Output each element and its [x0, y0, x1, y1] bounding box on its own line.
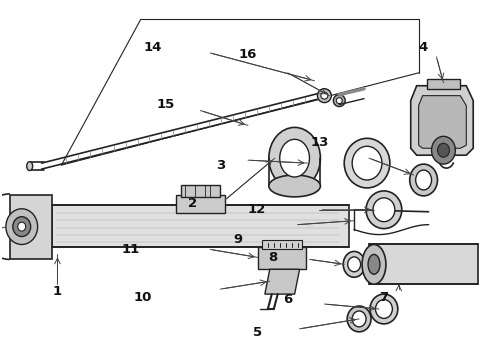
Text: 8: 8 [268, 251, 277, 264]
Bar [258, 247, 306, 269]
Text: 12: 12 [248, 203, 266, 216]
Text: 3: 3 [216, 159, 225, 172]
Ellipse shape [13, 217, 31, 237]
Ellipse shape [416, 170, 432, 190]
Text: 5: 5 [253, 326, 263, 339]
Ellipse shape [336, 98, 342, 104]
Text: 15: 15 [156, 98, 175, 111]
Bar [180, 185, 220, 197]
Ellipse shape [368, 255, 380, 274]
Polygon shape [10, 195, 51, 260]
Polygon shape [418, 96, 466, 148]
Ellipse shape [366, 191, 402, 229]
Text: 4: 4 [418, 41, 427, 54]
Ellipse shape [26, 162, 33, 171]
Polygon shape [411, 86, 473, 155]
Ellipse shape [343, 251, 365, 277]
Text: 11: 11 [122, 243, 140, 256]
Ellipse shape [318, 89, 331, 103]
Ellipse shape [269, 127, 320, 189]
Ellipse shape [432, 136, 455, 164]
Text: 16: 16 [239, 49, 257, 62]
Ellipse shape [373, 198, 395, 222]
Text: 9: 9 [234, 233, 243, 246]
Bar [175, 195, 225, 213]
Ellipse shape [269, 175, 320, 197]
Ellipse shape [347, 306, 371, 332]
Ellipse shape [344, 138, 390, 188]
Ellipse shape [352, 146, 382, 180]
Text: 7: 7 [379, 291, 389, 303]
Bar [51, 205, 349, 247]
Bar [262, 239, 301, 249]
Polygon shape [265, 269, 299, 294]
Ellipse shape [348, 257, 361, 272]
Text: 13: 13 [310, 136, 329, 149]
Text: 14: 14 [144, 41, 162, 54]
Text: 1: 1 [53, 285, 62, 298]
Text: 10: 10 [134, 291, 152, 303]
Ellipse shape [410, 164, 438, 196]
Bar [427, 79, 460, 89]
Ellipse shape [280, 139, 310, 177]
Ellipse shape [6, 209, 38, 244]
Bar [369, 244, 478, 284]
Ellipse shape [438, 143, 449, 157]
Text: 6: 6 [283, 293, 293, 306]
Ellipse shape [321, 92, 328, 99]
Text: 2: 2 [188, 197, 197, 210]
Ellipse shape [362, 244, 386, 284]
Ellipse shape [333, 95, 345, 107]
Ellipse shape [370, 294, 398, 324]
Ellipse shape [352, 311, 366, 327]
Ellipse shape [18, 222, 25, 231]
Ellipse shape [375, 300, 392, 319]
